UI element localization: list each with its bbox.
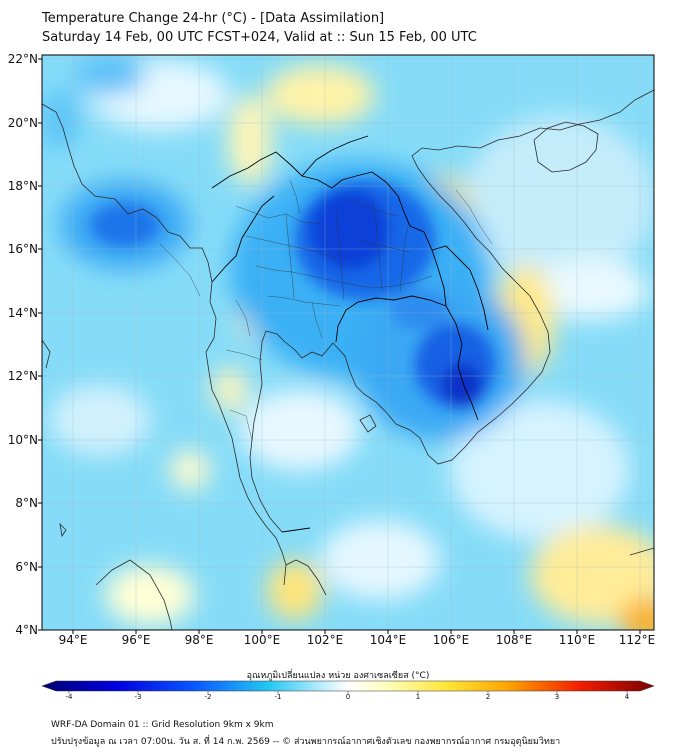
lon-label: 102°E xyxy=(306,633,344,647)
lon-label: 106°E xyxy=(432,633,470,647)
colorbar-tick-label: 3 xyxy=(554,693,560,701)
footer-model-info: WRF-DA Domain 01 :: Grid Resolution 9km … xyxy=(51,720,274,730)
colorbar-tick-label: 4 xyxy=(624,693,630,701)
colorbar-tick-label: 1 xyxy=(415,693,421,701)
colorbar-ticks xyxy=(68,691,628,694)
colorbar-tick-label: 0 xyxy=(345,693,351,701)
plot-frame xyxy=(41,54,655,631)
colorbar xyxy=(41,680,655,694)
colorbar-tick-label: -2 xyxy=(204,693,212,701)
lat-label: 18°N xyxy=(7,179,38,193)
lon-label: 96°E xyxy=(121,633,151,647)
lat-label: 4°N xyxy=(15,623,38,637)
coastlines xyxy=(42,89,654,630)
province-borders xyxy=(159,179,493,441)
lon-label: 98°E xyxy=(184,633,214,647)
colorbar-tick-label: -3 xyxy=(134,693,142,701)
lon-label: 110°E xyxy=(558,633,596,647)
colorbar-tick-label: 2 xyxy=(485,693,491,701)
lat-label: 12°N xyxy=(7,369,38,383)
colorbar-gradient xyxy=(41,680,655,692)
lon-label: 94°E xyxy=(58,633,88,647)
lat-label: 6°N xyxy=(15,560,38,574)
colorbar-title: อุณหภูมิเปลี่ยนแปลง หน่วย องศาเซลเซียส (… xyxy=(246,671,430,681)
footer-credit: ปรับปรุงข้อมูล ณ เวลา 07:00น. วัน ส. ที่… xyxy=(51,737,561,747)
axis-ticks xyxy=(38,58,641,634)
map-title: Temperature Change 24-hr (°C) - [Data As… xyxy=(42,11,385,26)
lon-label: 104°E xyxy=(369,633,407,647)
lat-label: 14°N xyxy=(7,306,38,320)
lon-label: 100°E xyxy=(243,633,281,647)
colorbar-tick-label: -1 xyxy=(274,693,282,701)
lat-label: 10°N xyxy=(7,433,38,447)
lat-label: 20°N xyxy=(7,116,38,130)
country-borders xyxy=(211,135,489,533)
lat-label: 8°N xyxy=(15,496,38,510)
map-subtitle: Saturday 14 Feb, 00 UTC FCST+024, Valid … xyxy=(42,30,477,45)
graticule-lines xyxy=(42,55,654,630)
lat-label: 16°N xyxy=(7,242,38,256)
colorbar-tick-label: -4 xyxy=(65,693,73,701)
lon-label: 112°E xyxy=(618,633,656,647)
lat-label: 22°N xyxy=(7,52,38,66)
temperature-change-field xyxy=(42,55,654,630)
lon-label: 108°E xyxy=(495,633,533,647)
